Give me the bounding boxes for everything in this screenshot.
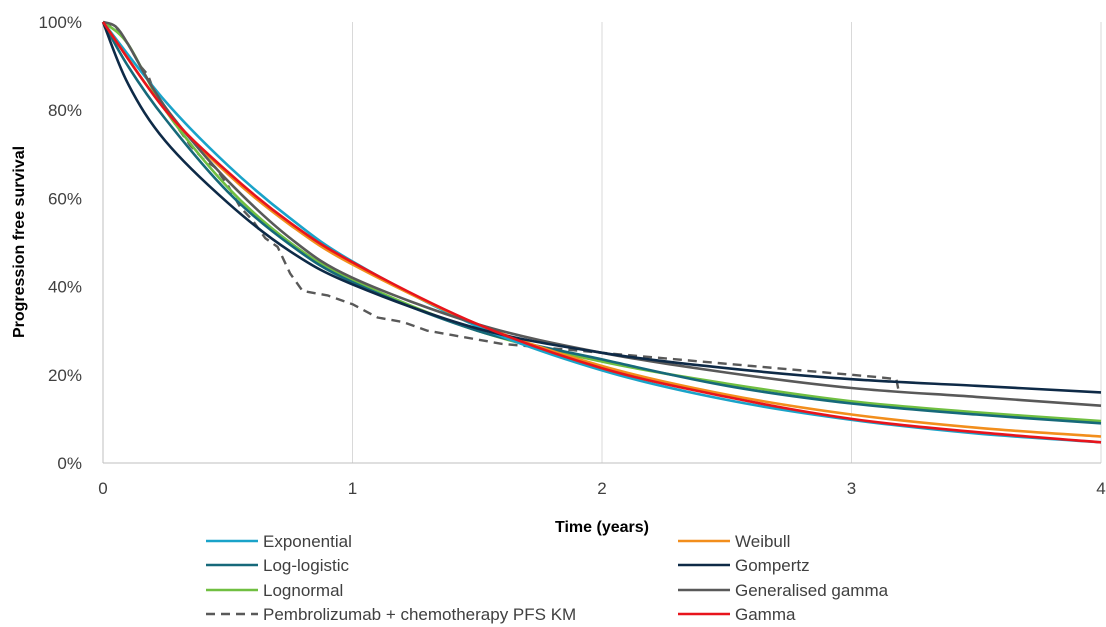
series-line-pembrolizumab-chemotherapy-pfs-km: [102, 20, 901, 393]
gridlines: [352, 22, 1102, 463]
legend-label-generalised-gamma: Generalised gamma: [735, 581, 889, 600]
legend-label-lognormal: Lognormal: [263, 581, 343, 600]
y-tick-label: 40%: [48, 278, 82, 297]
series-lines: [101, 20, 1102, 444]
y-tick-label: 80%: [48, 101, 82, 120]
y-axis-title: Progression free survival: [11, 146, 28, 338]
legend-label-gamma: Gamma: [735, 605, 796, 624]
y-tick-label: 100%: [39, 13, 82, 32]
legend-label-weibull: Weibull: [735, 532, 790, 551]
x-axis-title: Time (years): [555, 519, 649, 536]
legend-label-gompertz: Gompertz: [735, 556, 810, 575]
tick-labels: 0% 20% 40% 60% 80% 100% 0 1 2 3 4: [39, 13, 1106, 498]
series-line-log-logistic: [101, 21, 1102, 425]
legend-label-pembrolizumab-chemotherapy-pfs-km: Pembrolizumab + chemotherapy PFS KM: [263, 605, 576, 624]
legend-label-log-logistic: Log-logistic: [263, 556, 349, 575]
axes: [102, 22, 1101, 464]
series-line-gompertz: [101, 21, 1102, 394]
x-tick-label: 0: [98, 479, 107, 498]
series-line-generalised-gamma: [102, 20, 1102, 407]
y-tick-label: 0%: [57, 454, 82, 473]
y-tick-label: 20%: [48, 366, 82, 385]
series-line-gamma: [101, 21, 1102, 444]
legend-label-exponential: Exponential: [263, 532, 352, 551]
x-tick-label: 1: [348, 479, 357, 498]
x-tick-label: 3: [847, 479, 856, 498]
legend: Exponential Log-logistic Lognormal Pembroli…: [206, 532, 889, 624]
x-tick-label: 2: [597, 479, 606, 498]
x-tick-label: 4: [1096, 479, 1105, 498]
y-tick-label: 60%: [48, 189, 82, 208]
